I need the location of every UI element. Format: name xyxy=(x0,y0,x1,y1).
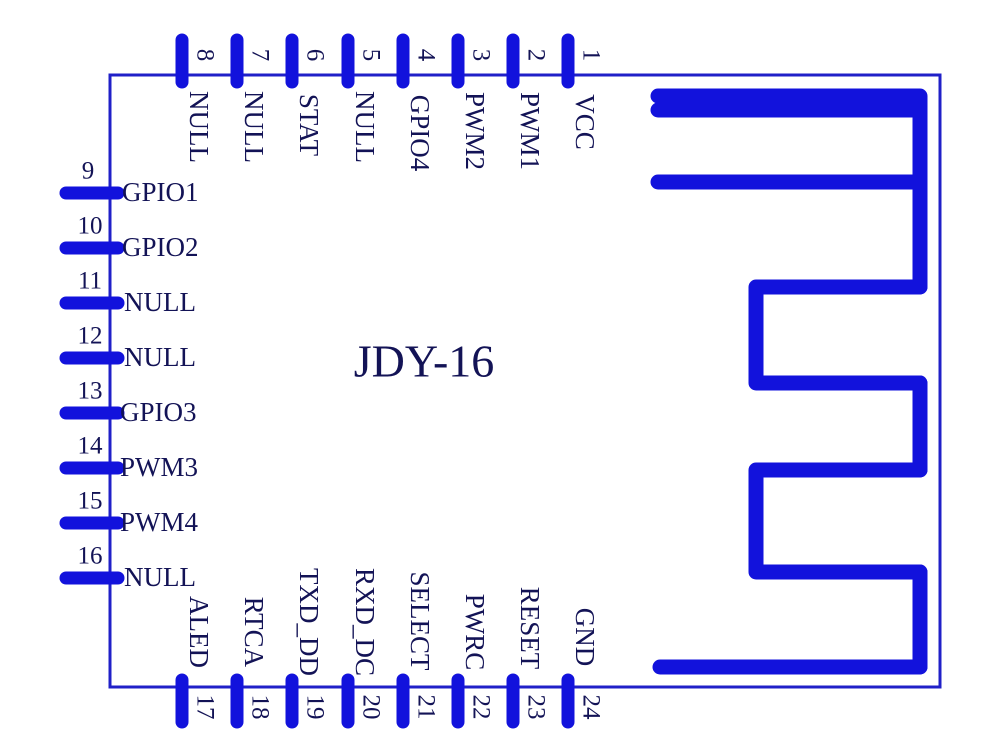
pin-7-number: 7 xyxy=(246,49,273,62)
pin-17[interactable]: 17 ALED xyxy=(175,596,218,729)
pin-7-label: NULL xyxy=(239,91,269,163)
pin-11-number: 11 xyxy=(78,268,102,295)
pin-6-label: STAT xyxy=(294,94,324,157)
pin-22-number: 22 xyxy=(467,695,494,720)
pin-16-label: NULL xyxy=(124,562,196,592)
pin-6-number: 6 xyxy=(301,49,328,62)
bottom-pin-group: 17 ALED 18 RTCA 19 TXD_DD 20 RXD_DC xyxy=(175,568,604,729)
pin-20[interactable]: 20 RXD_DC xyxy=(341,568,384,729)
pin-11-label: NULL xyxy=(124,287,196,317)
pin-18-label: RTCA xyxy=(239,597,269,668)
pin-5[interactable]: 5 NULL xyxy=(341,33,384,163)
pin-8[interactable]: 8 NULL xyxy=(175,33,218,163)
pin-13-number: 13 xyxy=(78,378,103,405)
pin-9-label: GPIO1 xyxy=(122,177,199,207)
pin-4-label: GPIO4 xyxy=(405,95,435,172)
pin-22[interactable]: 22 PWRC xyxy=(451,594,494,729)
module-outline xyxy=(108,73,942,689)
pin-14-label: PWM3 xyxy=(120,452,198,482)
pin-5-label: NULL xyxy=(350,91,380,163)
pin-23[interactable]: 23 RESET xyxy=(506,587,549,729)
pin-15-label: PWM4 xyxy=(120,507,199,537)
pin-13[interactable]: 13 GPIO3 xyxy=(59,378,197,427)
pin-17-label: ALED xyxy=(184,596,214,668)
pin-19-number: 19 xyxy=(301,695,328,720)
pin-24[interactable]: 24 GND xyxy=(561,608,604,729)
pin-22-label: PWRC xyxy=(460,594,490,671)
pin-15[interactable]: 15 PWM4 xyxy=(59,488,199,537)
pin-3[interactable]: 3 PWM2 xyxy=(451,33,494,170)
pin-4[interactable]: 4 GPIO4 xyxy=(396,33,439,172)
pin-3-number: 3 xyxy=(467,49,494,62)
pin-19[interactable]: 19 TXD_DD xyxy=(285,568,328,729)
pin-12-number: 12 xyxy=(78,323,103,350)
pin-21-number: 21 xyxy=(412,695,439,720)
pin-8-number: 8 xyxy=(191,49,218,62)
pin-21-label: SELECT xyxy=(405,572,435,672)
pin-21[interactable]: 21 SELECT xyxy=(396,572,439,729)
pin-13-label: GPIO3 xyxy=(120,397,197,427)
pin-9-number: 9 xyxy=(82,158,95,185)
pcb-meander-antenna xyxy=(650,88,928,675)
pin-1[interactable]: 1 VCC xyxy=(561,33,604,150)
pin-11[interactable]: 11 NULL xyxy=(59,268,196,317)
pin-24-number: 24 xyxy=(577,695,604,721)
pin-14[interactable]: 14 PWM3 xyxy=(59,433,198,482)
pin-23-number: 23 xyxy=(522,695,549,720)
pin-15-number: 15 xyxy=(78,488,103,515)
pin-12-label: NULL xyxy=(124,342,196,372)
pin-23-label: RESET xyxy=(515,587,545,670)
left-pin-group: 9 GPIO1 10 GPIO2 11 NULL 12 NULL xyxy=(59,158,199,592)
pin-18[interactable]: 18 RTCA xyxy=(230,597,273,729)
pin-2-number: 2 xyxy=(522,49,549,62)
pin-19-label: TXD_DD xyxy=(294,568,324,676)
pin-10[interactable]: 10 GPIO2 xyxy=(59,213,199,262)
top-pin-group: 8 NULL 7 NULL 6 STAT 5 NULL xyxy=(175,33,604,172)
pin-4-number: 4 xyxy=(412,49,439,62)
pin-1-label: VCC xyxy=(570,94,600,150)
pin-7[interactable]: 7 NULL xyxy=(230,33,273,163)
pin-20-label: RXD_DC xyxy=(350,568,380,676)
pin-16-number: 16 xyxy=(78,543,103,570)
pin-24-label: GND xyxy=(570,608,600,667)
pin-8-label: NULL xyxy=(184,91,214,163)
pin-2[interactable]: 2 PWM1 xyxy=(506,33,549,170)
pin-2-label: PWM1 xyxy=(515,92,545,170)
pin-20-number: 20 xyxy=(357,695,384,720)
pin-12[interactable]: 12 NULL xyxy=(59,323,196,372)
pin-17-number: 17 xyxy=(191,695,218,720)
pin-10-number: 10 xyxy=(78,213,103,240)
pin-1-number: 1 xyxy=(577,49,604,62)
pin-9[interactable]: 9 GPIO1 xyxy=(59,158,199,207)
part-name-label: JDY-16 xyxy=(354,336,495,387)
pin-5-number: 5 xyxy=(357,49,384,62)
pin-18-number: 18 xyxy=(246,695,273,720)
pin-10-label: GPIO2 xyxy=(122,232,199,262)
pin-6[interactable]: 6 STAT xyxy=(285,33,328,157)
pin-16[interactable]: 16 NULL xyxy=(59,543,196,592)
pin-3-label: PWM2 xyxy=(460,92,490,170)
pin-14-number: 14 xyxy=(78,433,104,460)
